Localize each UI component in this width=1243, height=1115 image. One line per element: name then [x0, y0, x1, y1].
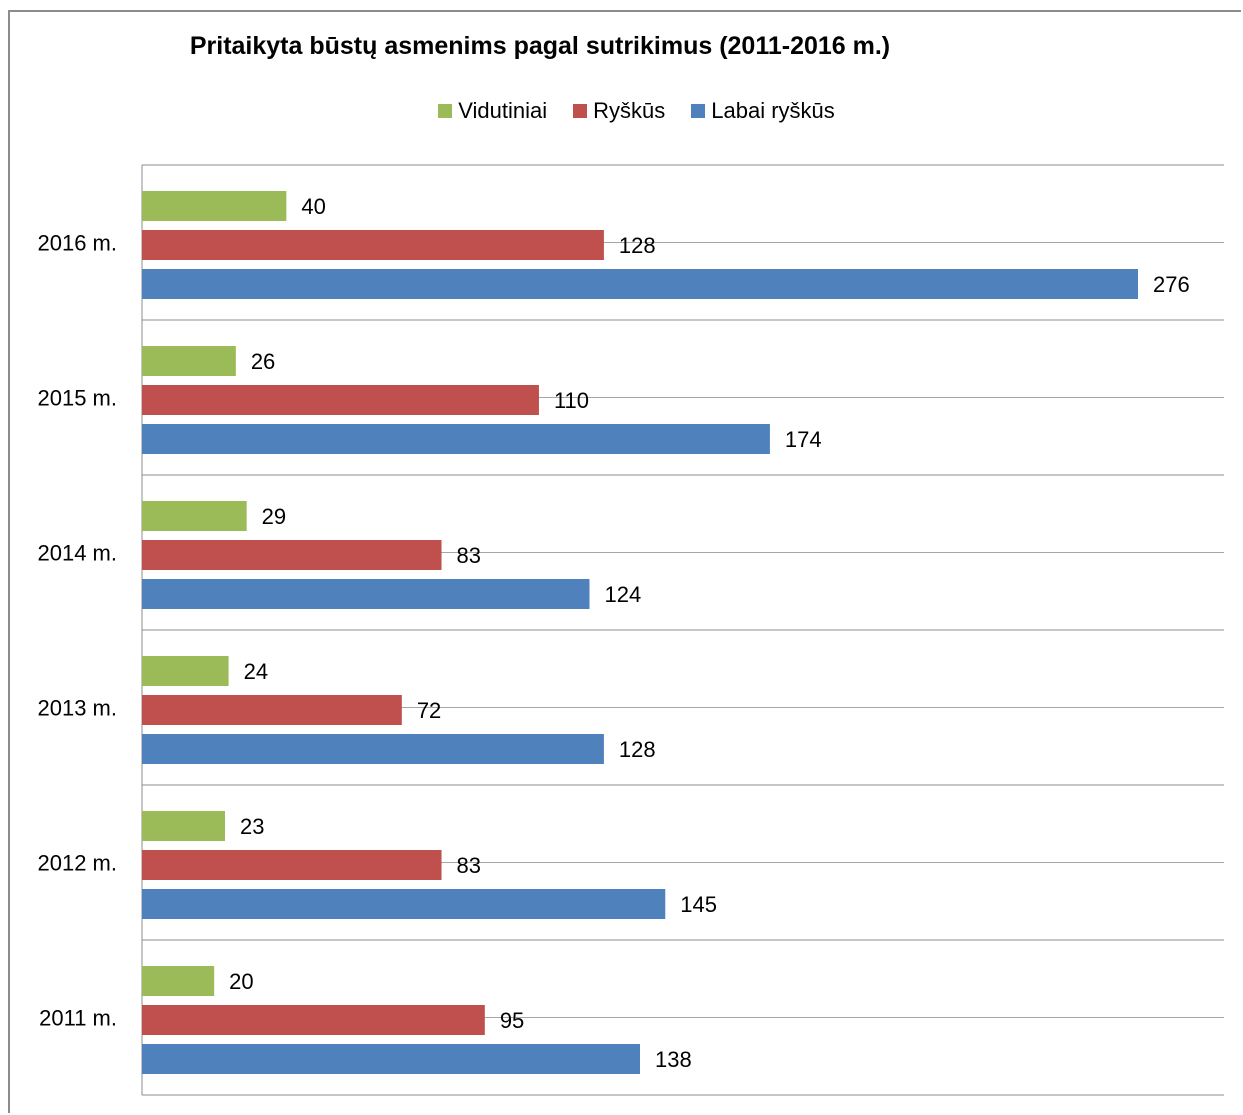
bar	[142, 1044, 640, 1074]
category-label: 2014 m.	[38, 541, 118, 566]
legend-item: Ryškūs	[573, 98, 665, 124]
data-label: 276	[1153, 272, 1190, 297]
legend-label: Labai ryškūs	[711, 98, 835, 123]
data-label: 145	[680, 892, 717, 917]
category-label: 2013 m.	[38, 696, 118, 721]
data-label: 110	[554, 388, 589, 413]
data-label: 20	[229, 969, 253, 994]
data-label: 124	[604, 582, 641, 607]
legend-swatch	[438, 104, 453, 118]
chart-title: Pritaikyta būstų asmenims pagal sutrikim…	[189, 32, 891, 60]
bar	[142, 1005, 485, 1035]
bar	[142, 230, 604, 260]
bar	[142, 424, 770, 454]
data-label: 83	[457, 853, 481, 878]
bar	[142, 734, 604, 764]
legend-item: Vidutiniai	[438, 98, 547, 124]
bar	[142, 501, 247, 531]
bar	[142, 540, 442, 570]
data-label: 174	[785, 427, 822, 452]
data-label: 138	[655, 1047, 692, 1072]
category-label: 2016 m.	[38, 231, 118, 256]
data-label: 29	[262, 504, 286, 529]
bar	[142, 656, 229, 686]
category-label: 2015 m.	[38, 386, 118, 411]
bar	[142, 385, 539, 415]
data-label: 26	[251, 349, 275, 374]
data-label: 24	[244, 659, 268, 684]
legend-item: Labai ryškūs	[691, 98, 835, 124]
bar	[142, 191, 287, 221]
bar	[142, 966, 215, 996]
bar	[142, 695, 402, 725]
data-label: 95	[500, 1008, 524, 1033]
bar	[142, 811, 225, 841]
bar	[142, 346, 236, 376]
data-label: 83	[457, 543, 481, 568]
legend-swatch	[573, 104, 588, 118]
data-label: 72	[417, 698, 441, 723]
data-label: 128	[619, 233, 656, 258]
bar	[142, 889, 666, 919]
legend-swatch	[691, 104, 706, 118]
bar	[142, 850, 442, 880]
category-label: 2012 m.	[38, 851, 118, 876]
data-label: 23	[240, 814, 264, 839]
data-label: 40	[301, 194, 325, 219]
data-label: 128	[619, 737, 656, 762]
chart-frame	[8, 10, 1241, 1113]
legend-label: Vidutiniai	[458, 98, 548, 123]
chart-legend: Vidutiniai Ryškūs Labai ryškūs	[0, 98, 1243, 124]
bar	[142, 269, 1138, 299]
legend-label: Ryškūs	[593, 98, 666, 123]
category-label: 2011 m.	[39, 1006, 117, 1031]
bar	[142, 579, 590, 609]
